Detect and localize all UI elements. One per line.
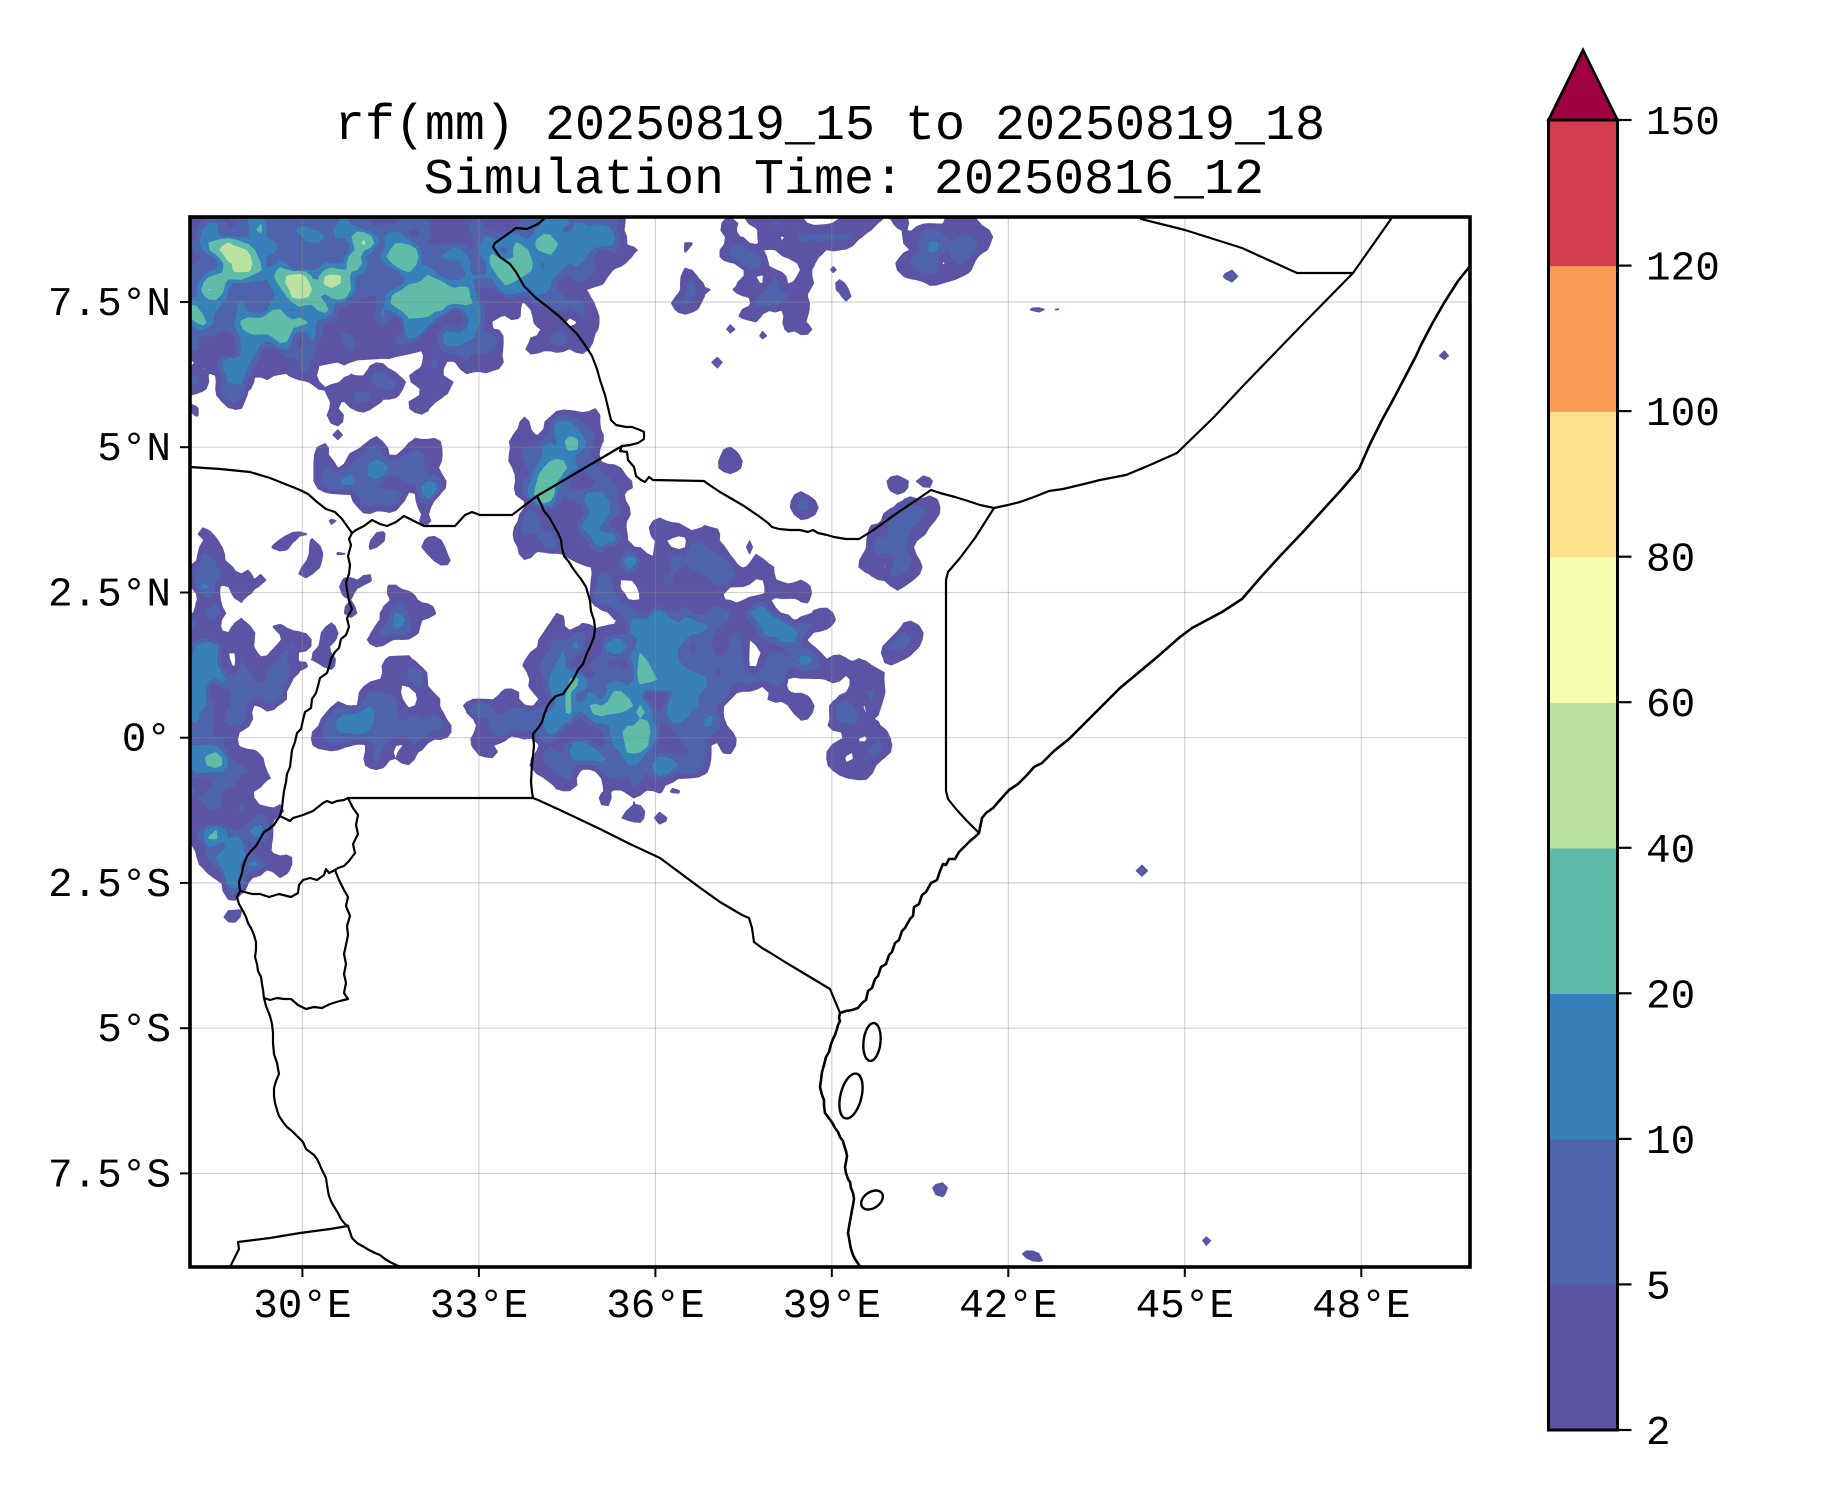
svg-text:7.5°N: 7.5°N [48, 282, 171, 328]
svg-text:60: 60 [1646, 683, 1695, 729]
svg-text:5: 5 [1646, 1265, 1671, 1311]
svg-text:30°E: 30°E [253, 1284, 351, 1330]
svg-text:rf(mm) 20250819_15 to 20250819: rf(mm) 20250819_15 to 20250819_18 [335, 98, 1325, 155]
svg-text:39°E: 39°E [783, 1284, 881, 1330]
svg-text:33°E: 33°E [430, 1284, 528, 1330]
svg-text:10: 10 [1646, 1120, 1695, 1166]
svg-text:Simulation Time: 20250816_12: Simulation Time: 20250816_12 [424, 152, 1264, 209]
svg-text:20: 20 [1646, 974, 1695, 1020]
svg-text:2: 2 [1646, 1411, 1671, 1457]
svg-text:100: 100 [1646, 392, 1720, 438]
svg-text:120: 120 [1646, 247, 1720, 293]
svg-text:48°E: 48°E [1312, 1284, 1410, 1330]
svg-text:7.5°S: 7.5°S [48, 1153, 171, 1199]
svg-text:80: 80 [1646, 538, 1695, 584]
svg-text:36°E: 36°E [606, 1284, 704, 1330]
svg-text:5°N: 5°N [97, 427, 171, 473]
svg-text:2.5°S: 2.5°S [48, 863, 171, 909]
svg-text:0°: 0° [122, 718, 171, 764]
svg-text:40: 40 [1646, 829, 1695, 875]
svg-text:2.5°N: 2.5°N [48, 573, 171, 619]
svg-text:45°E: 45°E [1136, 1284, 1234, 1330]
svg-text:150: 150 [1646, 101, 1720, 147]
svg-text:5°S: 5°S [97, 1008, 171, 1054]
svg-text:42°E: 42°E [959, 1284, 1057, 1330]
